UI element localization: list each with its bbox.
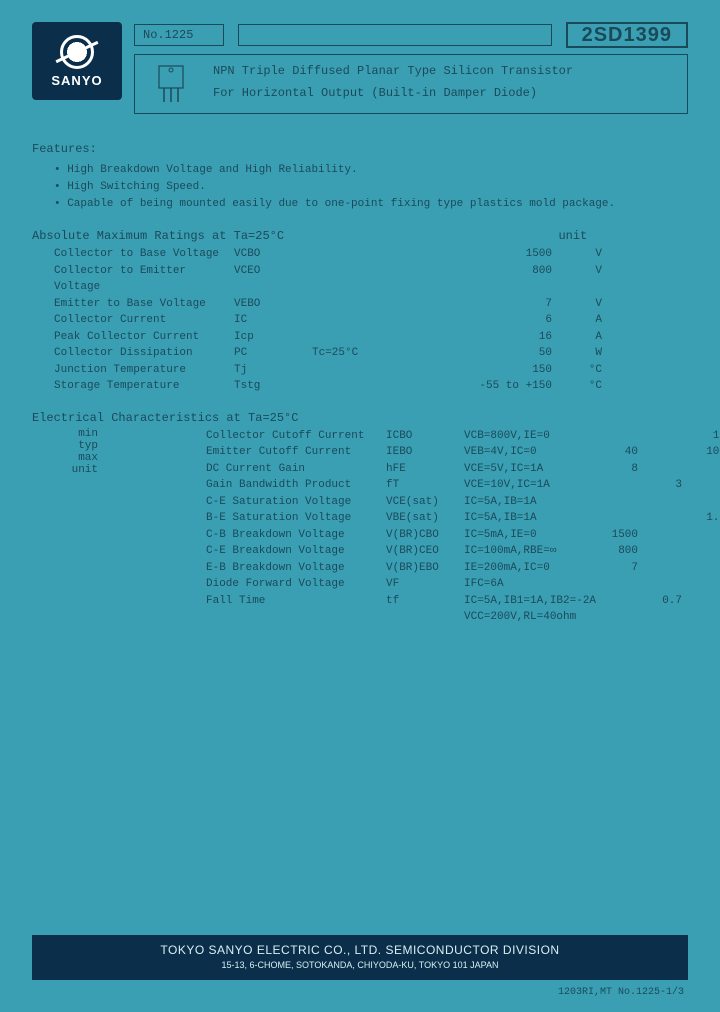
table-row: C-E Saturation VoltageVCE(sat)IC=5A,IB=1… [206, 494, 720, 511]
table-row: VCC=200V,RL=40ohm [206, 609, 720, 626]
transistor-package-icon [145, 61, 201, 107]
feature-item: High Switching Speed. [54, 179, 688, 196]
table-row: C-B Breakdown VoltageV(BR)CBOIC=5mA,IE=0… [206, 527, 720, 544]
footer-address: 15-13, 6-CHOME, SOTOKANDA, CHIYODA-KU, T… [38, 960, 682, 970]
elec-heading: Electrical Characteristics at Ta=25°C [32, 411, 688, 425]
table-row: Diode Forward VoltageVFIFC=6A2V [206, 576, 720, 593]
table-row: Collector to Emitter VoltageVCEO800V [54, 263, 688, 296]
title-box: NPN Triple Diffused Planar Type Silicon … [134, 54, 688, 114]
page-code: 1203RI,MT No.1225-1/3 [558, 987, 684, 998]
table-row: Junction TemperatureTj150°C [54, 362, 688, 379]
elec-col-headers: min typ max unit Collector Cutoff Curren… [54, 428, 688, 626]
brand-logo: SANYO [32, 22, 122, 100]
abs-ratings-heading: Absolute Maximum Ratings at Ta=25°C unit [32, 229, 688, 243]
title-line2: For Horizontal Output (Built-in Damper D… [213, 83, 573, 105]
document-number: No.1225 [134, 24, 224, 46]
title-empty-box [238, 24, 552, 46]
table-row: Emitter to Base VoltageVEBO7V [54, 296, 688, 313]
datasheet-page: SANYO No.1225 2SD1399 [0, 0, 720, 644]
features-list: High Breakdown Voltage and High Reliabil… [54, 162, 688, 213]
title-line1: NPN Triple Diffused Planar Type Silicon … [213, 61, 573, 83]
table-row: E-B Breakdown VoltageV(BR)EBOIE=200mA,IC… [206, 560, 720, 577]
header-top-row: No.1225 2SD1399 [134, 22, 688, 48]
table-row: DC Current GainhFEVCE=5V,IC=1A8 [206, 461, 720, 478]
table-row: Collector Cutoff CurrentICBOVCB=800V,IE=… [206, 428, 720, 445]
features-heading: Features: [32, 142, 688, 156]
table-row: Peak Collector CurrentIcp16A [54, 329, 688, 346]
footer-company: TOKYO SANYO ELECTRIC CO., LTD. SEMICONDU… [38, 943, 682, 957]
header: SANYO No.1225 2SD1399 [32, 22, 688, 114]
table-row: C-E Breakdown VoltageV(BR)CEOIC=100mA,RB… [206, 543, 720, 560]
table-row: Storage TemperatureTstg-55 to +150°C [54, 378, 688, 395]
footer: TOKYO SANYO ELECTRIC CO., LTD. SEMICONDU… [32, 935, 688, 980]
table-row: Collector DissipationPCTc=25°C50W [54, 345, 688, 362]
logo-mark-icon [60, 35, 94, 69]
table-row: Collector CurrentIC6A [54, 312, 688, 329]
brand-name: SANYO [51, 73, 102, 88]
title-text: NPN Triple Diffused Planar Type Silicon … [213, 61, 573, 107]
table-row: Emitter Cutoff CurrentIEBOVEB=4V,IC=0401… [206, 444, 720, 461]
table-row: Fall TimetfIC=5A,IB1=1A,IB2=-2A0.7us [206, 593, 720, 610]
feature-item: Capable of being mounted easily due to o… [54, 196, 688, 213]
table-row: B-E Saturation VoltageVBE(sat)IC=5A,IB=1… [206, 510, 720, 527]
header-right: No.1225 2SD1399 NPN Triple Diffused Plan… [134, 22, 688, 114]
feature-item: High Breakdown Voltage and High Reliabil… [54, 162, 688, 179]
table-row: Gain Bandwidth ProductfTVCE=10V,IC=1A3MH… [206, 477, 720, 494]
part-number: 2SD1399 [566, 22, 688, 48]
abs-ratings-table: Collector to Base VoltageVCBO1500VCollec… [54, 246, 688, 395]
elec-table: Collector Cutoff CurrentICBOVCB=800V,IE=… [206, 428, 720, 626]
table-row: Collector to Base VoltageVCBO1500V [54, 246, 688, 263]
